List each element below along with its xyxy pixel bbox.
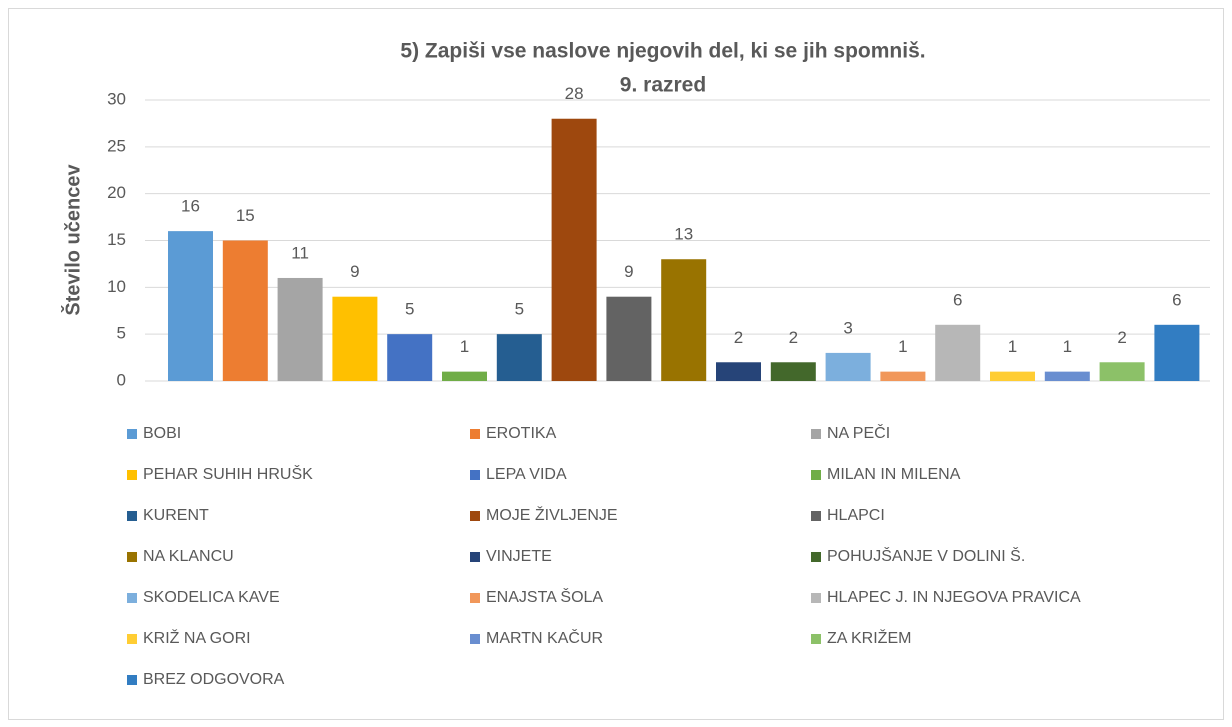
data-label: 1 (460, 337, 469, 356)
bar (716, 362, 761, 381)
data-label: 1 (1063, 337, 1072, 356)
legend-swatch (127, 634, 137, 644)
bar (825, 352, 871, 381)
y-tick-label: 10 (107, 277, 126, 296)
chart-subtitle: 9. razred (620, 74, 706, 97)
data-label: 28 (565, 84, 584, 103)
data-label: 2 (734, 328, 743, 347)
data-label: 2 (789, 328, 798, 347)
bar (770, 362, 816, 381)
bar (935, 324, 981, 381)
legend-swatch (811, 634, 821, 644)
legend-swatch (127, 675, 137, 685)
legend-label: MILAN IN MILENA (827, 466, 961, 483)
legend-label: ENAJSTA ŠOLA (486, 587, 603, 606)
data-label: 5 (515, 300, 524, 319)
y-tick-label: 0 (117, 370, 126, 389)
legend-swatch (127, 429, 137, 439)
bar (1154, 324, 1200, 381)
bar (387, 334, 433, 381)
bar (442, 371, 487, 381)
legend-label: BREZ ODGOVORA (143, 671, 285, 688)
legend-label: HLAPCI (827, 507, 885, 524)
bar (222, 240, 268, 381)
y-axis-label: Število učencev (60, 164, 84, 316)
legend-label: MOJE ŽIVLJENJE (486, 505, 618, 524)
legend-swatch (811, 511, 821, 521)
bar (168, 231, 213, 381)
legend-swatch (470, 470, 480, 480)
bar (277, 277, 323, 381)
legend-label: SKODELICA KAVE (143, 589, 280, 606)
bar (496, 334, 542, 381)
legend-label: ZA KRIŽEM (827, 628, 911, 647)
legend-swatch (470, 552, 480, 562)
bar (606, 296, 652, 381)
legend-swatch (470, 634, 480, 644)
data-label: 15 (236, 206, 255, 225)
data-label: 9 (350, 262, 359, 281)
legend-label: PEHAR SUHIH HRUŠK (143, 464, 313, 483)
legend-swatch (127, 552, 137, 562)
legend-label: HLAPEC J. IN NJEGOVA PRAVICA (827, 589, 1081, 606)
legend-label: LEPA VIDA (486, 466, 567, 483)
bar (1099, 362, 1145, 381)
y-tick-label: 15 (107, 230, 126, 249)
data-label: 5 (405, 300, 414, 319)
data-label: 11 (291, 243, 309, 262)
y-tick-label: 30 (107, 89, 126, 108)
legend-swatch (127, 470, 137, 480)
bar (1044, 371, 1090, 381)
legend-swatch (811, 470, 821, 480)
legend-label: MARTN KAČUR (486, 628, 603, 647)
bar (551, 118, 597, 381)
bar (661, 259, 707, 381)
legend-label: POHUJŠANJE V DOLINI Š. (827, 546, 1025, 565)
y-tick-label: 5 (117, 324, 126, 343)
bar (990, 371, 1035, 381)
data-label: 13 (674, 225, 693, 244)
data-label: 9 (624, 262, 633, 281)
legend-label: KURENT (143, 507, 209, 524)
legend-label: EROTIKA (486, 425, 557, 442)
data-label: 1 (1008, 337, 1017, 356)
legend-swatch (470, 429, 480, 439)
legend-label: NA PEČI (827, 423, 890, 442)
legend-swatch (811, 552, 821, 562)
legend-swatch (470, 593, 480, 603)
bar (880, 371, 926, 381)
y-tick-label: 25 (107, 136, 126, 155)
bar (332, 296, 378, 381)
legend-label: KRIŽ NA GORI (143, 628, 251, 647)
chart-title: 5) Zapiši vse naslove njegovih del, ki s… (400, 40, 925, 63)
legend-swatch (811, 429, 821, 439)
data-label: 1 (898, 337, 907, 356)
legend-label: NA KLANCU (143, 548, 234, 565)
y-tick-label: 20 (107, 183, 126, 202)
legend-label: VINJETE (486, 548, 552, 565)
data-label: 2 (1117, 328, 1126, 347)
data-label: 3 (843, 318, 852, 337)
data-label: 6 (1172, 290, 1181, 309)
legend-swatch (470, 511, 480, 521)
data-label: 16 (181, 197, 200, 216)
legend-swatch (127, 593, 137, 603)
legend-swatch (811, 593, 821, 603)
data-label: 6 (953, 290, 962, 309)
legend-label: BOBI (143, 425, 181, 442)
legend-swatch (127, 511, 137, 521)
